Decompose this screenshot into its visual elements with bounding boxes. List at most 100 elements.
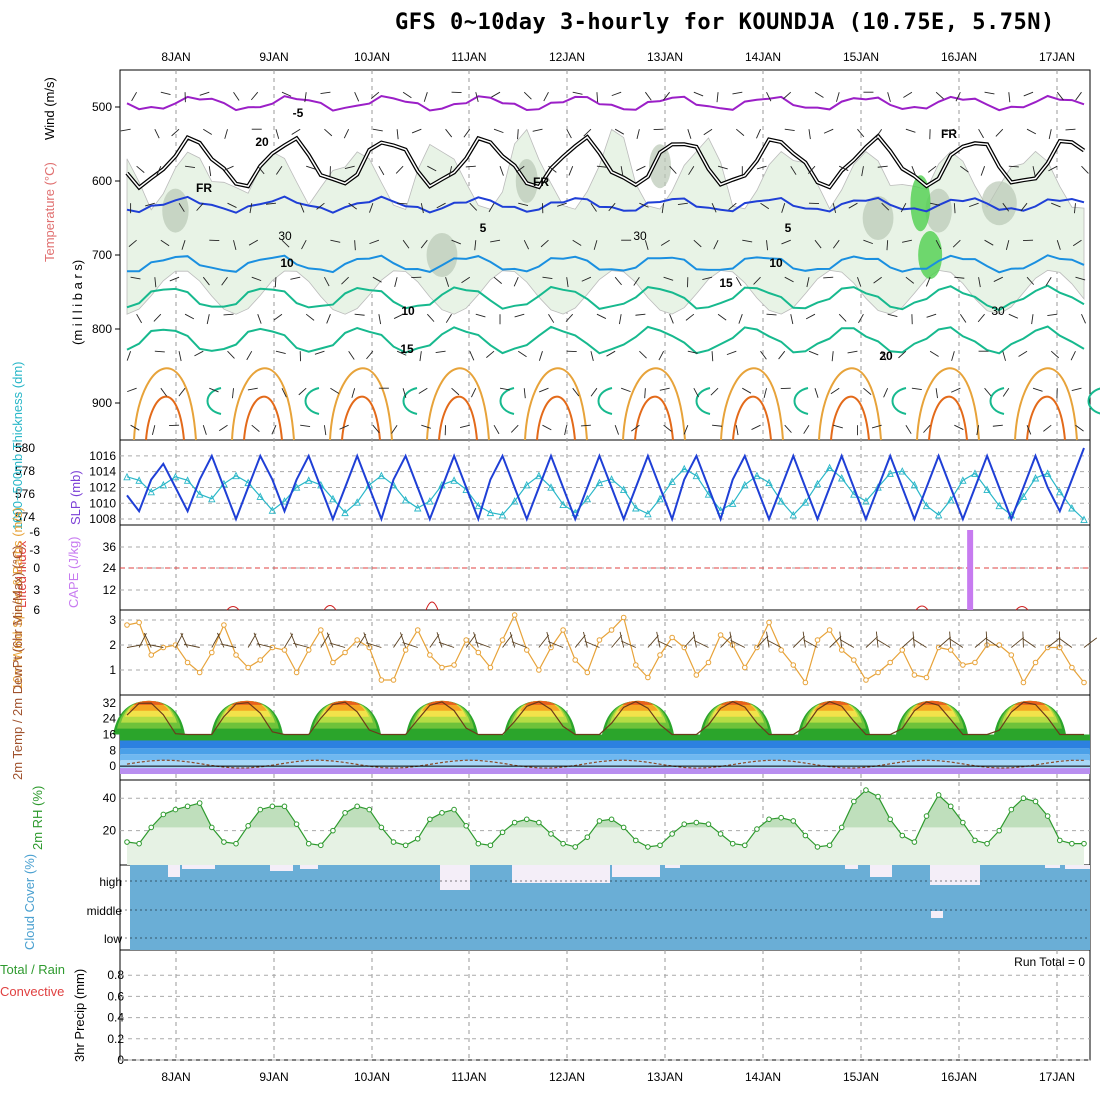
wind-barb <box>659 387 670 391</box>
thickness-point <box>268 506 277 514</box>
temp-contour-loop <box>793 387 809 415</box>
wind-barb <box>683 425 689 435</box>
thickness-point <box>1080 515 1088 523</box>
li-bump <box>425 601 439 611</box>
rh-point <box>390 839 397 845</box>
wind-barb <box>978 128 984 139</box>
rh-point <box>984 840 990 847</box>
thickness-tick-label: 580 <box>15 441 35 455</box>
wind-barb <box>251 424 260 432</box>
thickness-point <box>183 476 192 484</box>
thickness-point <box>704 490 713 498</box>
thickness-point <box>632 503 640 512</box>
wind-barb <box>540 239 549 248</box>
wind-barb <box>1072 239 1082 247</box>
rh-point <box>899 832 906 839</box>
wind-barb <box>246 350 253 361</box>
wind-barb <box>590 351 594 362</box>
thickness-point <box>583 494 592 503</box>
contour-label: 10 <box>280 256 294 270</box>
rh-contour-label: 30 <box>991 304 1005 318</box>
wind-speed-point <box>1008 652 1015 658</box>
wind-barb-10m <box>584 640 600 648</box>
wind-speed-point <box>124 622 130 628</box>
thickness-point <box>377 471 386 480</box>
wind-barb <box>341 276 349 285</box>
thickness-point <box>898 467 907 475</box>
wind-barb <box>808 129 811 140</box>
wind-barb <box>858 313 864 324</box>
wind-barb <box>224 129 228 139</box>
wind-barb-10m <box>692 631 697 648</box>
wind-barb <box>608 202 616 212</box>
wind-barb-10m <box>720 635 732 648</box>
wind-barb <box>281 239 290 248</box>
li-bump <box>226 606 240 611</box>
wind-barb <box>1002 387 1010 397</box>
wind-barb <box>257 165 265 175</box>
thickness-point <box>692 471 701 480</box>
contour-label: 20 <box>879 349 893 363</box>
rh-point <box>632 837 639 844</box>
wind-barb-10m <box>465 634 476 648</box>
wind-barb <box>324 276 330 287</box>
wind-speed-point <box>851 657 857 663</box>
wind-barb <box>523 240 530 250</box>
wind-speed-point <box>233 652 239 658</box>
wind-barb <box>900 202 907 213</box>
rh-point <box>766 816 772 823</box>
date-label-top: 8JAN <box>161 50 190 64</box>
thickness-tick-label: 578 <box>15 464 35 478</box>
wind-barb <box>566 277 569 288</box>
rh-point <box>572 844 579 850</box>
wind-barb <box>702 276 713 281</box>
precip-convective-label: Convective <box>0 984 65 999</box>
thickness-point <box>813 479 822 488</box>
cloud-gap <box>1065 865 1090 869</box>
wind-barb <box>461 276 471 284</box>
wind-barb <box>951 387 961 393</box>
temp-contour-30 <box>928 395 968 441</box>
wind-barb <box>490 239 501 243</box>
contour-label: 5 <box>785 221 792 235</box>
wind-barb <box>760 350 767 360</box>
wind-barb <box>808 350 819 356</box>
wind-barb <box>781 203 786 213</box>
contour-label: 10 <box>769 256 783 270</box>
wind-barb-10m <box>473 632 479 648</box>
wind-barb <box>271 425 277 435</box>
panel-frame-wind <box>119 609 1091 696</box>
wind-barb <box>1026 128 1037 135</box>
wind-barb <box>1081 314 1086 324</box>
wind-barb <box>606 350 616 357</box>
cloud-level-label: high <box>99 875 122 889</box>
wind-barb <box>911 166 917 176</box>
rh-contour-label: 30 <box>278 229 292 243</box>
wind-barb <box>145 202 155 207</box>
wind-barb <box>305 313 315 321</box>
thickness-point <box>862 497 870 505</box>
temp-contour-10 <box>126 254 1085 274</box>
temp-contour-30 <box>536 395 576 441</box>
wind-barb-10m <box>985 638 1000 648</box>
thickness-point <box>922 501 931 510</box>
wind-barb-10m <box>436 632 443 648</box>
temp-color-band <box>120 754 1090 761</box>
rh-point <box>778 814 784 821</box>
wind-barb <box>1008 313 1019 319</box>
temp-tick-label: 16 <box>103 728 117 742</box>
temp-contour-loop <box>402 387 418 415</box>
temp-contour-loop <box>597 387 613 415</box>
wind-speed-point <box>184 659 191 666</box>
wind-barb <box>905 128 916 133</box>
thickness-point <box>232 471 240 480</box>
freezing-level-inner <box>126 135 1085 189</box>
wind-speed-point <box>523 647 530 653</box>
temp-contour-25 <box>622 367 686 441</box>
wind-tick-label: 3 <box>109 613 116 627</box>
wind-barb <box>977 313 985 323</box>
wind-barb <box>514 313 525 318</box>
wind-barb <box>474 240 477 251</box>
rh-point <box>414 835 421 842</box>
